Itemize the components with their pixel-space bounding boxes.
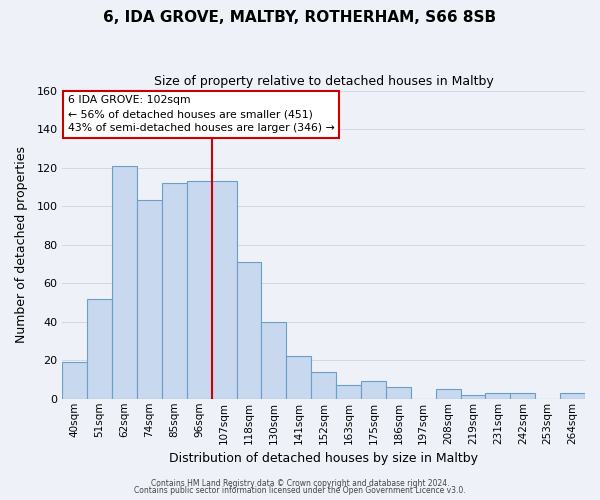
Bar <box>311 372 336 399</box>
Text: 6, IDA GROVE, MALTBY, ROTHERHAM, S66 8SB: 6, IDA GROVE, MALTBY, ROTHERHAM, S66 8SB <box>103 10 497 25</box>
Bar <box>361 382 386 399</box>
Bar <box>87 298 112 399</box>
Bar <box>112 166 137 399</box>
Bar <box>336 386 361 399</box>
Bar <box>485 393 511 399</box>
Bar <box>286 356 311 399</box>
Bar <box>436 389 461 399</box>
Text: Contains HM Land Registry data © Crown copyright and database right 2024.: Contains HM Land Registry data © Crown c… <box>151 478 449 488</box>
Bar <box>236 262 262 399</box>
Bar <box>187 181 212 399</box>
Title: Size of property relative to detached houses in Maltby: Size of property relative to detached ho… <box>154 75 494 88</box>
X-axis label: Distribution of detached houses by size in Maltby: Distribution of detached houses by size … <box>169 452 478 465</box>
Bar <box>62 362 87 399</box>
Bar <box>461 395 485 399</box>
Text: Contains public sector information licensed under the Open Government Licence v3: Contains public sector information licen… <box>134 486 466 495</box>
Bar <box>386 387 411 399</box>
Bar <box>262 322 286 399</box>
Bar <box>137 200 162 399</box>
Bar <box>560 393 585 399</box>
Bar <box>511 393 535 399</box>
Bar <box>212 181 236 399</box>
Y-axis label: Number of detached properties: Number of detached properties <box>15 146 28 343</box>
Bar <box>162 183 187 399</box>
Text: 6 IDA GROVE: 102sqm
← 56% of detached houses are smaller (451)
43% of semi-detac: 6 IDA GROVE: 102sqm ← 56% of detached ho… <box>68 95 334 133</box>
